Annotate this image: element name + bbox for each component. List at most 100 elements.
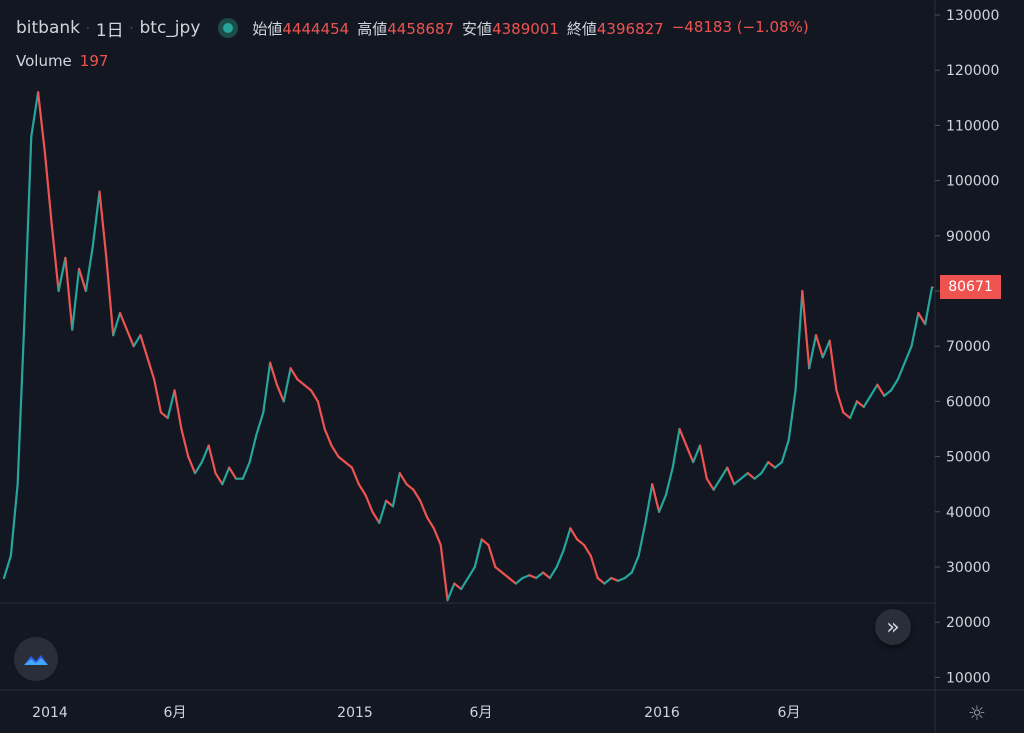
price-segment [787,389,797,442]
chart-legend: bitbank · 1日 · btc_jpy 始値4444454 高値44586… [16,14,809,42]
volume-legend: Volume 197 [16,52,108,70]
price-segment [821,339,831,359]
price-segment [733,477,743,486]
price-segment [623,571,633,580]
price-segment [828,339,838,392]
price-segment [562,527,572,552]
volume-value: 197 [79,52,109,70]
time-axis[interactable]: 2014 6月 2015 6月 2016 6月 [32,705,800,721]
low-value: 4389001 [492,19,559,38]
y-tick-label: 130000 [946,8,999,24]
price-segment [269,361,279,386]
price-segment [773,461,783,469]
price-segment [617,576,627,582]
price-segment [282,367,292,403]
price-segment [739,472,749,480]
price-segment [187,455,197,475]
y-tick-label: 110000 [946,118,999,134]
price-segment [118,311,128,331]
price-segment [173,389,183,431]
price-segment [371,510,381,524]
price-segment [350,466,360,486]
price-segment [71,267,81,331]
open-label: 始値 [252,19,283,38]
price-segment [425,516,435,530]
price-segment [501,571,511,580]
price-segment [678,427,688,447]
price-segment [596,576,606,585]
price-segment [125,328,135,348]
price-segment [64,256,74,331]
price-segment [289,367,299,381]
price-segment [910,311,920,348]
price-segment [753,472,763,480]
price-segment [610,576,620,582]
double-chevron-right-icon: » [886,614,900,640]
price-segment [644,483,654,524]
low-label: 安値 [462,19,493,38]
price-segment [637,521,647,558]
y-tick-label: 120000 [946,63,999,79]
price-segment [651,483,661,513]
price-segment [446,582,456,602]
price-segment [889,378,899,392]
price-segment [555,549,565,569]
price-segment [316,400,326,431]
price-segment [412,488,422,502]
volume-label[interactable]: Volume [16,52,72,70]
high-label: 高値 [357,19,388,38]
scroll-to-realtime-button[interactable]: » [875,609,911,645]
price-segment [330,444,340,458]
x-tick-label: 2014 [32,705,68,721]
x-tick-label: 6月 [470,705,493,721]
price-segment [876,383,886,397]
high-value: 4458687 [387,19,455,38]
exchange-name[interactable]: bitbank [16,18,81,38]
price-segment [2,554,12,580]
gear-icon[interactable]: ☼ [968,701,986,725]
price-segment [760,461,770,475]
price-segment [159,411,169,420]
price-segment [16,317,26,486]
price-segment [344,461,354,469]
price-segment [726,466,736,486]
price-segment [43,151,53,226]
x-tick-label: 6月 [778,705,801,721]
price-segment [473,538,483,569]
price-segment [398,472,408,486]
y-tick-label: 50000 [946,450,991,466]
price-segment [37,91,47,155]
price-segment [193,461,203,475]
y-tick-label: 90000 [946,229,991,245]
logo-mark [24,655,48,665]
price-segment [767,461,777,469]
price-segment [692,444,702,464]
price-segment [105,256,115,337]
y-tick-label: 70000 [946,339,991,355]
price-segment [698,444,708,480]
tradingview-cloud-icon[interactable] [14,637,58,681]
price-segment [705,477,715,491]
interval-label[interactable]: 1日 [95,20,124,41]
price-segment [207,444,217,475]
price-segment [112,311,122,337]
price-segment [405,483,415,491]
price-segment [746,472,756,480]
close-label: 終値 [566,19,597,38]
price-segment [132,334,142,348]
price-segment [439,543,449,602]
status-dot-icon [218,18,239,38]
price-segment [494,565,504,574]
pair-symbol[interactable]: btc_jpy [139,18,201,38]
separator-dot: · [129,21,134,35]
price-segment [671,427,681,469]
price-segment [862,394,872,409]
price-segment [91,190,101,248]
change-value: −48183 (−1.08%) [671,17,809,36]
price-axis[interactable]: 1300001200001100001000009000080000700006… [935,8,999,686]
price-segment [855,400,865,409]
price-segment [146,356,156,381]
price-segment [309,389,319,403]
price-segment [548,565,558,580]
